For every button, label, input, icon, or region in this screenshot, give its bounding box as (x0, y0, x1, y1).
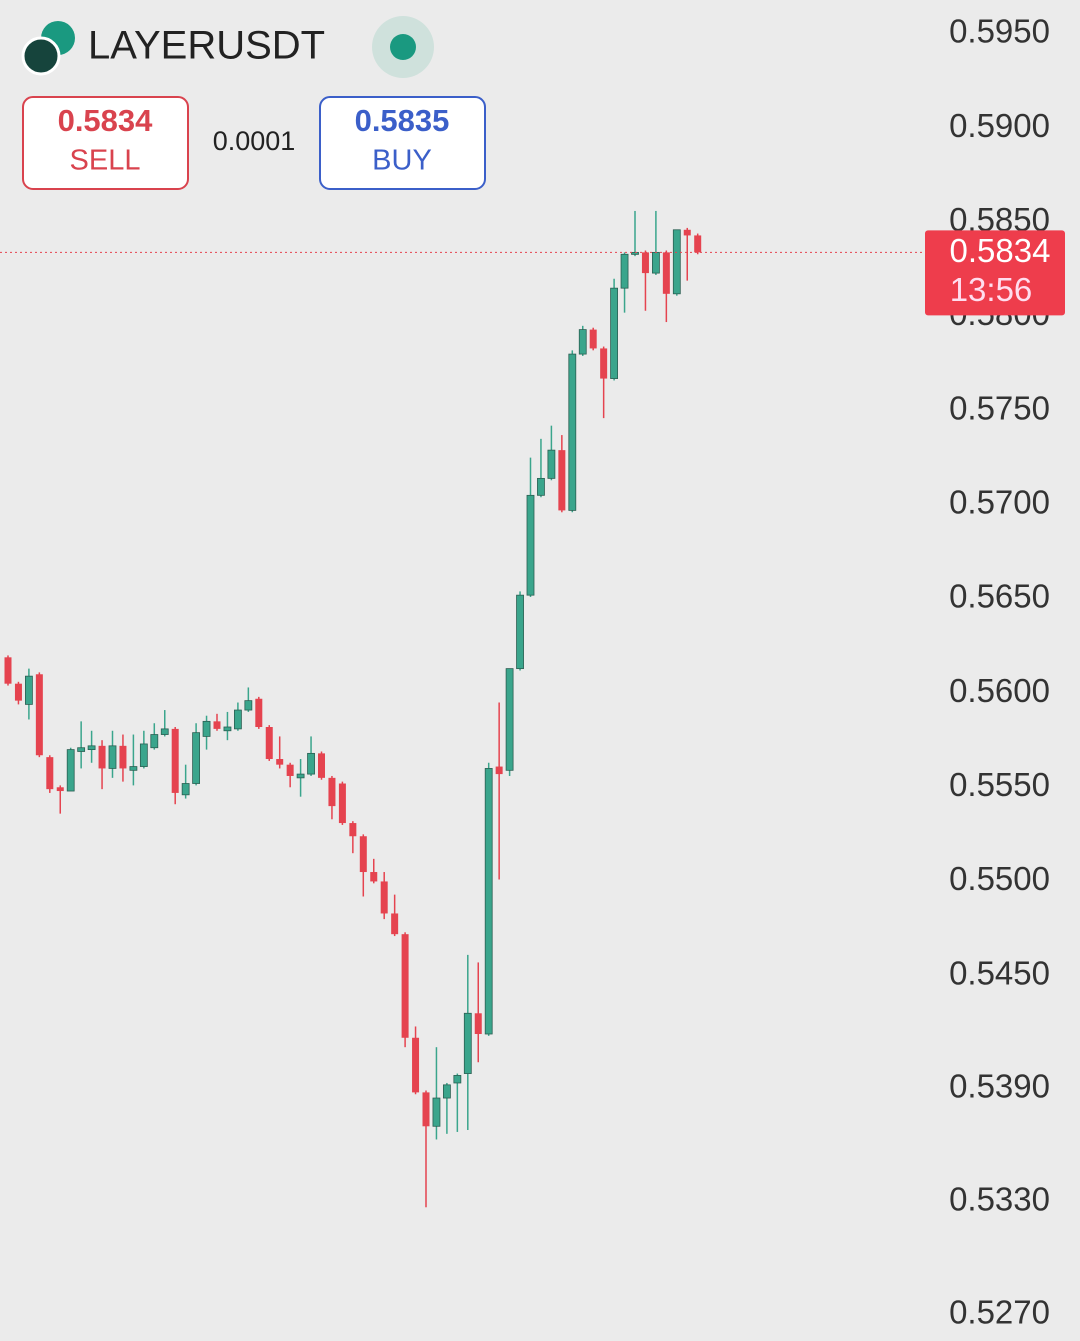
candle-body (24, 675, 33, 705)
candle-body (380, 881, 388, 914)
y-tick-label: 0.5700 (949, 483, 1050, 520)
buy-label: BUY (372, 145, 432, 177)
candle-body (474, 1013, 482, 1035)
candle-body (453, 1075, 462, 1084)
candle-body (276, 759, 284, 765)
candle-body (495, 766, 503, 775)
candle-body (192, 732, 201, 784)
candle-body (683, 229, 691, 236)
candle-body (401, 934, 409, 1038)
symbol: LAYERUSDT (88, 24, 325, 68)
candle-body (119, 745, 127, 769)
candle-body (391, 913, 399, 935)
candle-body (56, 787, 64, 792)
candle-body (349, 823, 357, 837)
candle-body (463, 1012, 472, 1074)
sell-price: 0.5834 (58, 103, 154, 138)
candle-body (412, 1037, 420, 1093)
candle-body (652, 251, 660, 274)
candle-body (442, 1084, 451, 1099)
candle-body (265, 727, 273, 760)
candle-body (77, 747, 86, 752)
candle-body (150, 734, 159, 749)
candle-body (255, 698, 263, 728)
candle-body (641, 252, 649, 274)
candle-body (87, 745, 96, 751)
candle-body (307, 752, 315, 775)
candle-body (213, 721, 221, 729)
candle-body (129, 766, 138, 771)
candle-body (610, 287, 618, 379)
buy-price: 0.5835 (355, 103, 450, 138)
candle-body (223, 726, 232, 732)
candle-body (66, 749, 75, 792)
sell-label: SELL (70, 145, 141, 177)
y-tick-label: 0.5950 (949, 13, 1050, 50)
candle-body (98, 745, 106, 769)
candle-body (171, 728, 179, 793)
buy-box (319, 96, 486, 190)
candle-body (244, 700, 253, 711)
candle-body (600, 348, 608, 379)
candle-body (318, 753, 325, 778)
spread: 0.0001 (213, 126, 296, 156)
candle-body (286, 764, 294, 776)
candle-body (370, 872, 378, 882)
candle-body (328, 777, 336, 807)
candle-body (296, 773, 305, 779)
last-price-label: 0.5834 (950, 232, 1051, 269)
buy-button[interactable]: 0.5835 BUY (319, 96, 486, 190)
candle-body (139, 743, 148, 767)
last-price-box (925, 230, 1065, 316)
y-tick-label: 0.5650 (949, 578, 1050, 615)
candle-body (338, 783, 346, 824)
symbol-icon (21, 36, 61, 76)
candle-body (516, 594, 524, 670)
candle-body (526, 494, 535, 596)
candle-body (4, 657, 12, 684)
y-tick-label: 0.5550 (949, 766, 1050, 803)
candle-body (181, 783, 190, 796)
candle-body (35, 674, 43, 756)
y-tick-label: 0.5600 (949, 672, 1050, 709)
countdown: 13:56 (950, 271, 1033, 308)
candle-body (46, 757, 54, 790)
sell-button[interactable]: 0.5834 SELL (22, 96, 189, 190)
status-dot (390, 34, 416, 60)
y-tick-label: 0.5330 (949, 1180, 1050, 1217)
candle-body (568, 353, 577, 511)
y-tick-label: 0.5500 (949, 860, 1050, 897)
y-tick-label: 0.5900 (949, 107, 1050, 144)
candle-body (578, 329, 587, 355)
candle-body (422, 1092, 430, 1127)
y-tick-label: 0.5390 (949, 1067, 1050, 1104)
y-tick-label: 0.5270 (949, 1293, 1050, 1330)
candle-body (14, 683, 22, 701)
candle-body (547, 449, 556, 479)
candle-body (672, 229, 681, 295)
candle-body (537, 477, 545, 496)
candle-body (589, 329, 597, 349)
candle-body (694, 235, 702, 253)
candle-body (108, 745, 117, 769)
candle-body (359, 836, 367, 873)
candle-body (233, 709, 242, 730)
candle-body (432, 1097, 441, 1127)
candle-body (160, 728, 169, 735)
candle-body (484, 768, 493, 1035)
y-tick-label: 0.5750 (949, 389, 1050, 426)
candle-body (662, 252, 670, 294)
candle-body (558, 450, 566, 511)
y-tick-label: 0.5450 (949, 954, 1050, 991)
candle-body (202, 720, 211, 737)
candle-body (620, 253, 629, 289)
sell-box (22, 96, 189, 190)
candle-body (505, 668, 514, 771)
